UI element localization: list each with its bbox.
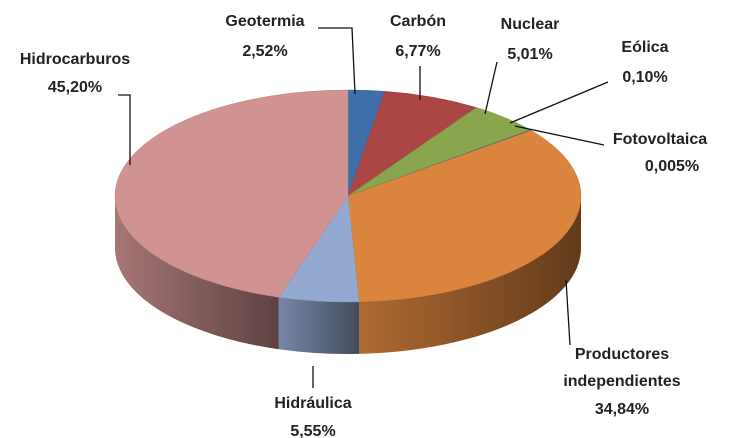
category-label: Eólica (621, 39, 668, 56)
value-label: 0,10% (622, 69, 667, 86)
label-line: Geotermia (225, 13, 304, 30)
pie-wall (359, 196, 581, 354)
label-line: Fotovoltaica (613, 131, 707, 148)
label-line: Eólica (621, 39, 668, 56)
value-label: 34,84% (595, 401, 649, 418)
pie-wall (278, 297, 360, 354)
label-line: Nuclear (501, 16, 560, 33)
labels: Geotermia 2,52% Carbón 6,77% Nuclear 5,01% Eól… (20, 13, 707, 438)
value-label: 0,005% (645, 158, 699, 175)
category-label: Hidráulica (274, 395, 351, 412)
value-label: 2,52% (242, 43, 287, 60)
leader-line (118, 94, 131, 165)
leader-line (318, 27, 356, 95)
category-label: Fotovoltaica (613, 131, 707, 148)
value-label: 5,01% (507, 46, 552, 63)
value-label: 6,77% (395, 43, 440, 60)
label-line: Productores (575, 346, 669, 363)
leader-line (514, 125, 605, 146)
leader-line (565, 279, 571, 346)
category-label: Hidrocarburos (20, 51, 130, 68)
label-line: independientes (563, 373, 680, 390)
value-label: 5,55% (290, 423, 335, 438)
category-label: Nuclear (501, 16, 560, 33)
category-label: Productores independientes (563, 346, 680, 390)
label-line: Hidráulica (274, 395, 351, 412)
pie-slice (347, 130, 582, 303)
pie-tops (114, 89, 582, 303)
pie-slice (114, 89, 349, 298)
label-line: Carbón (390, 13, 446, 30)
leader-line (484, 61, 498, 115)
leader-line (509, 81, 609, 124)
category-label: Carbón (390, 13, 446, 30)
value-label: 45,20% (48, 79, 102, 96)
label-line: Hidrocarburos (20, 51, 130, 68)
pie-wall (115, 196, 279, 350)
pie-walls (115, 196, 581, 354)
category-label: Geotermia (225, 13, 304, 30)
